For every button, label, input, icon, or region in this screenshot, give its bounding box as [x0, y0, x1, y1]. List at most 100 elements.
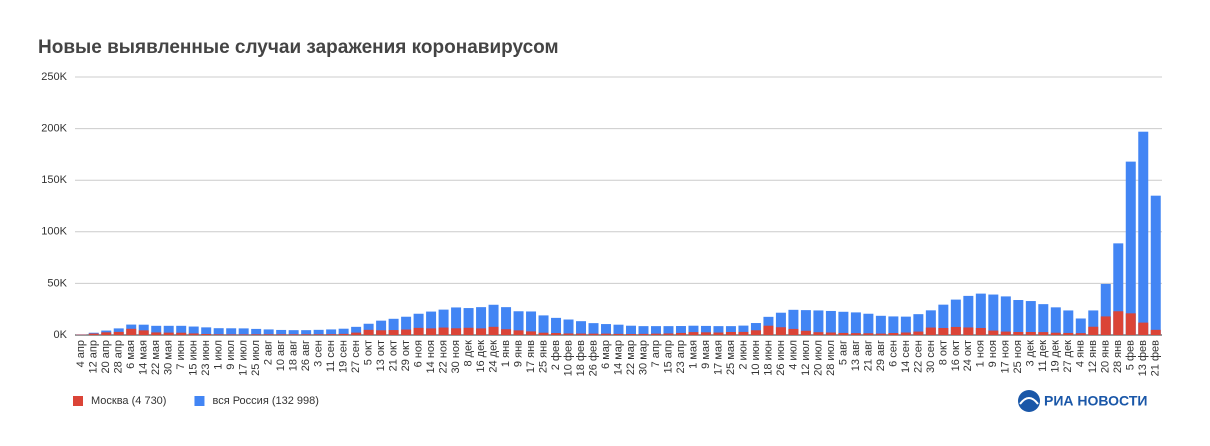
bar [376, 330, 387, 335]
bar [588, 323, 599, 335]
bar [163, 332, 174, 335]
x-tick-label: 15 июн [188, 340, 200, 376]
x-tick-label: 18 июн [762, 340, 774, 376]
bar [201, 327, 212, 335]
bar [601, 333, 612, 335]
bar [538, 315, 549, 335]
bar [913, 314, 924, 335]
y-tick-label: 50K [47, 277, 67, 289]
bar [725, 326, 736, 335]
bar [213, 328, 224, 335]
x-tick-label: 25 июл [250, 340, 262, 376]
bar [88, 333, 99, 335]
bar [1113, 243, 1124, 335]
bar [675, 326, 686, 335]
bar [1063, 310, 1074, 335]
bar [238, 334, 249, 335]
bar [825, 310, 836, 335]
x-tick-label: 5 фев [1125, 340, 1137, 370]
bar [513, 311, 524, 335]
x-tick-label: 6 мая [125, 340, 137, 369]
x-tick-label: 20 янв [1100, 340, 1112, 373]
x-tick-label: 1 ноя [975, 340, 987, 367]
x-tick-label: 26 фев [587, 340, 599, 376]
x-tick-label: 5 окт [363, 340, 375, 365]
bar [301, 334, 312, 335]
bar [563, 319, 574, 335]
x-tick-label: 13 фев [1137, 340, 1149, 376]
bar [1100, 283, 1111, 335]
bar [101, 332, 112, 335]
bar [750, 330, 761, 335]
bar [688, 332, 699, 335]
y-tick-label: 250K [41, 71, 67, 83]
bar [526, 331, 537, 335]
x-tick-label: 3 сен [313, 340, 325, 367]
bar [326, 334, 337, 335]
bar [613, 333, 624, 335]
x-tick-label: 30 сен [925, 340, 937, 373]
bar [1125, 161, 1136, 335]
bar [126, 328, 137, 335]
bar [738, 331, 749, 335]
bar [1150, 195, 1161, 335]
bar [1125, 313, 1136, 335]
x-tick-label: 30 мар [637, 340, 649, 375]
bar [1138, 131, 1149, 335]
bar [313, 329, 324, 335]
x-tick-label: 21 авг [862, 340, 874, 371]
bar [763, 325, 774, 335]
x-tick-label: 14 мая [138, 340, 150, 375]
bar [625, 325, 636, 335]
bar [426, 328, 437, 335]
logo-text: РИА НОВОСТИ [1044, 393, 1147, 409]
x-tick-label: 17 мая [712, 340, 724, 375]
bar [151, 325, 162, 335]
bar [401, 329, 412, 335]
x-tick-label: 30 мая [163, 340, 175, 375]
bar [538, 332, 549, 335]
x-tick-label: 7 июн [175, 340, 187, 370]
bar [850, 312, 861, 335]
x-tick-label: 22 мая [150, 340, 162, 375]
x-tick-label: 17 июл [238, 340, 250, 376]
x-tick-label: 24 окт [962, 340, 974, 371]
bar [138, 330, 149, 335]
x-tick-label: 28 янв [1112, 340, 1124, 373]
bar [288, 330, 299, 335]
x-tick-label: 4 янв [1075, 340, 1087, 367]
x-tick-label: 12 июл [800, 340, 812, 376]
x-tick-label: 13 окт [375, 340, 387, 371]
bar [338, 328, 349, 335]
x-tick-label: 25 ноя [1012, 340, 1024, 373]
bar [551, 333, 562, 335]
x-tick-label: 11 сен [325, 340, 337, 372]
x-tick-label: 4 апр [75, 340, 87, 367]
bar [438, 309, 449, 335]
bar [925, 327, 936, 335]
x-tick-label: 14 сен [900, 340, 912, 373]
x-tick-label: 30 ноя [450, 340, 462, 373]
bar [663, 333, 674, 335]
bar [188, 326, 199, 335]
bar [351, 332, 362, 335]
bar [351, 326, 362, 335]
x-tick-label: 28 апр [113, 340, 125, 373]
bar [900, 332, 911, 335]
y-tick-label: 200K [41, 123, 67, 135]
bar [363, 329, 374, 335]
bar [650, 333, 661, 335]
bar [401, 316, 412, 335]
bar [463, 308, 474, 335]
bar [263, 334, 274, 335]
x-tick-label: 22 ноя [437, 340, 449, 373]
bar [251, 334, 262, 335]
x-tick-label: 29 авг [875, 340, 887, 371]
bar [713, 332, 724, 335]
bar [576, 333, 587, 335]
bar [650, 326, 661, 335]
bar [226, 328, 237, 335]
bar [501, 307, 512, 335]
x-tick-label: 21 окт [388, 340, 400, 371]
bar [326, 329, 337, 335]
